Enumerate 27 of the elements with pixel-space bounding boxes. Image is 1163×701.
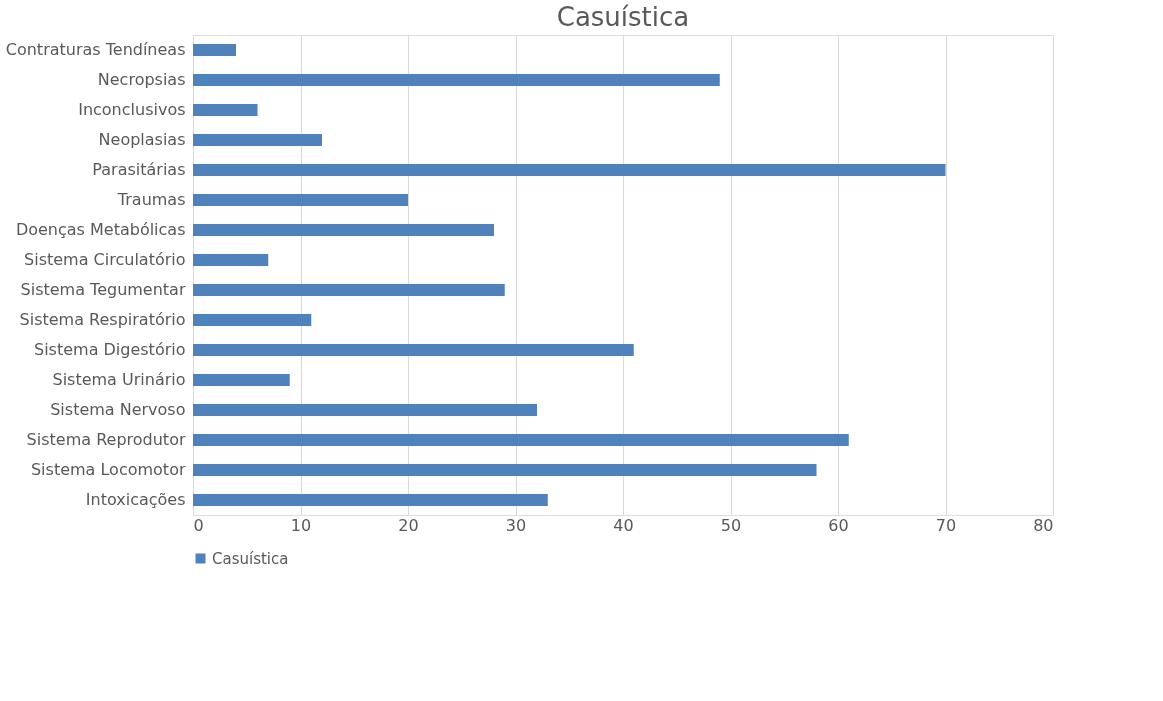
y-tick-label: Inconclusivos (78, 100, 186, 119)
y-tick-label: Necropsias (97, 70, 186, 89)
x-tick-label: 20 (398, 515, 419, 535)
y-tick-label: Sistema Digestório (33, 340, 186, 359)
y-tick-label: Sistema Reprodutor (26, 430, 186, 449)
y-tick-label: Intoxicações (85, 490, 186, 509)
y-tick-label: Sistema Urinário (52, 370, 186, 389)
x-tick-label: 30 (505, 515, 527, 535)
y-tick-label: Sistema Tegumentar (20, 280, 186, 299)
x-tick-label: 60 (828, 515, 849, 535)
y-tick-label: Sistema Circulatório (24, 250, 186, 269)
x-tick-label: 50 (720, 515, 742, 535)
y-tick-label: Doenças Metabólicas (15, 220, 186, 239)
y-tick-label: Neoplasias (98, 130, 186, 149)
y-tick-label: Sistema Respiratório (19, 310, 186, 329)
x-tick-label: 10 (290, 515, 312, 535)
legend-label: Casuística (212, 549, 289, 568)
y-tick-label: Sistema Locomotor (30, 460, 186, 479)
x-tick-label: 40 (613, 515, 634, 535)
y-tick-label: Sistema Nervoso (50, 400, 186, 419)
chart-title: Casuística (556, 2, 690, 32)
x-tick-label: 80 (1033, 515, 1054, 535)
y-tick-label: Parasitárias (92, 160, 186, 179)
x-tick-label: 70 (935, 515, 957, 535)
y-tick-label: Contraturas Tendíneas (5, 40, 186, 59)
x-tick-label: 0 (193, 515, 204, 535)
y-tick-label: Traumas (116, 190, 186, 209)
